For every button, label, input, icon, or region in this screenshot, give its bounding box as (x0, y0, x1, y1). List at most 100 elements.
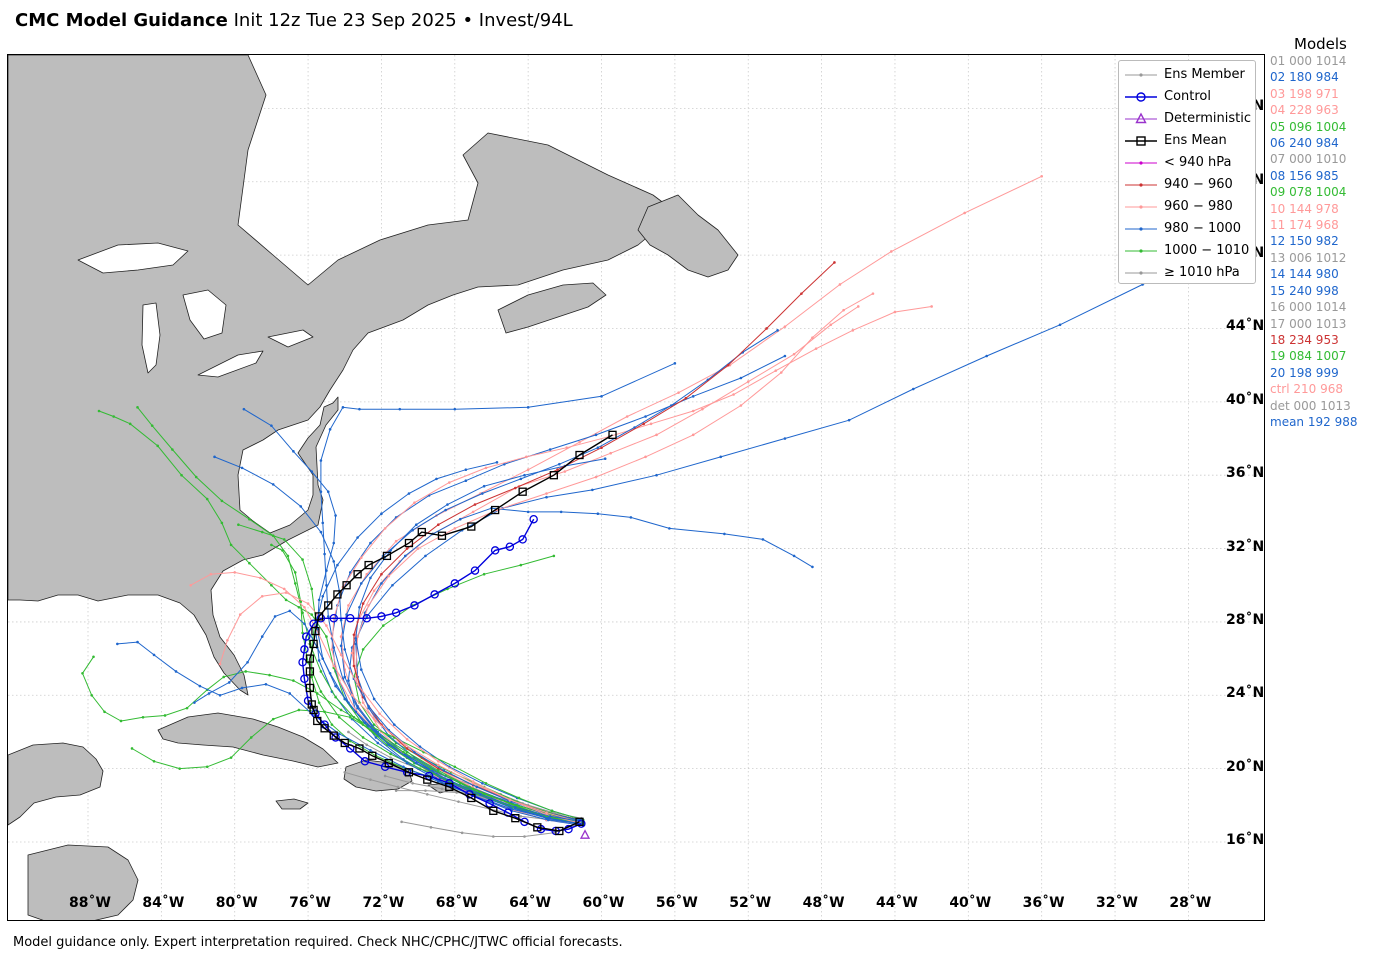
member-marker (464, 468, 468, 471)
member-marker (306, 602, 310, 605)
track-m16 (400, 820, 581, 838)
member-marker (578, 440, 581, 444)
model-list-item: 01 000 1014 (1270, 54, 1347, 68)
member-marker (174, 670, 178, 673)
member-marker (394, 789, 398, 792)
track-m18 (352, 261, 836, 822)
member-marker (319, 670, 323, 673)
model-list-item: 11 174 968 (1270, 218, 1339, 233)
member-marker (457, 800, 460, 803)
member-marker (380, 512, 383, 516)
member-marker (319, 690, 323, 693)
member-marker (851, 329, 855, 332)
member-marker (136, 406, 139, 409)
legend-label: Deterministic (1164, 111, 1251, 126)
control-marker (300, 645, 309, 654)
map-frame[interactable] (7, 54, 1265, 921)
member-marker (603, 457, 607, 460)
member-marker (435, 477, 438, 481)
legend-symbol (1125, 183, 1157, 187)
member-marker (453, 407, 457, 411)
legend-item: Control (1119, 87, 1257, 107)
longitude-label: 60˚W (582, 895, 625, 911)
member-marker (92, 655, 95, 659)
lake-huron (182, 289, 227, 340)
control-marker (360, 757, 370, 766)
member-marker (372, 589, 376, 593)
mean-marker (353, 570, 362, 579)
member-marker (559, 510, 563, 514)
member-marker (471, 782, 475, 785)
member-marker (209, 572, 213, 576)
member-marker (365, 743, 369, 747)
member-marker (367, 704, 370, 708)
member-marker (218, 693, 222, 697)
member-marker (552, 554, 556, 558)
member-marker (284, 591, 288, 594)
mean-marker (324, 601, 333, 610)
control-marker (430, 590, 439, 599)
control-marker (529, 514, 538, 524)
mean-marker (364, 560, 373, 570)
member-marker (396, 785, 400, 789)
member-marker (429, 826, 433, 829)
mean-marker (307, 700, 316, 709)
member-marker (264, 682, 268, 686)
model-list-item: det 000 1013 (1270, 398, 1351, 413)
member-marker (482, 484, 486, 488)
lake-superior (77, 242, 189, 274)
member-marker (912, 387, 915, 391)
member-marker (350, 693, 354, 697)
member-marker (180, 473, 183, 477)
land (8, 55, 739, 920)
model-list-item: 02 180 984 (1270, 70, 1339, 85)
mean-marker (314, 612, 324, 621)
newfoundland-land (637, 194, 739, 278)
member-marker (547, 818, 550, 822)
mean-marker (518, 487, 527, 496)
member-marker (246, 660, 249, 664)
member-marker (249, 736, 253, 739)
member-marker (414, 761, 418, 765)
member-marker (416, 547, 420, 550)
member-marker (405, 761, 409, 765)
central-america-land (27, 844, 139, 920)
member-marker (761, 538, 765, 541)
legend-symbol (1125, 227, 1157, 231)
mean-marker (555, 826, 564, 836)
member-marker (811, 565, 814, 569)
member-marker (413, 501, 416, 505)
member-marker (339, 644, 343, 648)
member-marker (178, 767, 181, 770)
member-marker (436, 523, 440, 527)
member-marker (229, 756, 233, 759)
member-marker (414, 523, 418, 527)
model-list-item: 17 000 1013 (1270, 316, 1347, 331)
track-line (214, 456, 580, 821)
map-canvas[interactable] (8, 55, 1265, 921)
member-marker (783, 325, 787, 328)
mean-marker (355, 744, 364, 753)
member-marker (847, 418, 851, 422)
member-marker (484, 466, 488, 470)
member-marker (514, 805, 517, 809)
member-marker (310, 675, 314, 679)
member-marker (352, 664, 356, 668)
legend-label: < 940 hPa (1164, 155, 1232, 170)
member-marker (519, 815, 523, 818)
member-marker (558, 462, 561, 466)
member-marker (310, 470, 314, 473)
member-marker (481, 492, 484, 495)
member-marker (563, 470, 567, 473)
member-marker (402, 750, 405, 754)
member-marker (459, 782, 462, 785)
member-marker (609, 451, 612, 455)
model-list-item: 05 096 1004 (1270, 119, 1347, 134)
lake-ontario (267, 329, 314, 348)
model-list-item: 10 144 978 (1270, 201, 1339, 216)
member-marker (365, 572, 369, 576)
member-marker (319, 530, 323, 534)
legend-item: ≥ 1010 hPa (1119, 263, 1257, 283)
member-marker (350, 651, 354, 655)
track-m11 (354, 292, 875, 825)
